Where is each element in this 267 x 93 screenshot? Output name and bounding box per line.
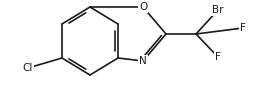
Text: F: F <box>215 52 221 62</box>
Text: Br: Br <box>212 5 224 15</box>
Text: O: O <box>139 2 147 12</box>
Text: N: N <box>139 56 147 66</box>
Text: Cl: Cl <box>23 63 33 73</box>
Text: F: F <box>240 23 246 33</box>
